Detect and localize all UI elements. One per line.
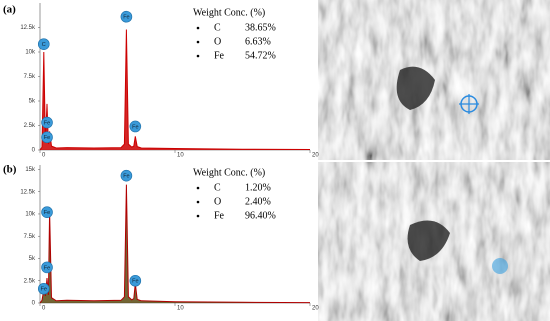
sem-image-b (318, 162, 550, 321)
y-tick-label: 10k (25, 50, 36, 56)
element-name: O (214, 36, 221, 47)
bullet (196, 40, 200, 44)
peak-marker (37, 38, 50, 50)
spectrum-area (40, 29, 310, 150)
weight-value: 54.72% (245, 50, 276, 61)
element-name: C (214, 182, 221, 193)
weight-value: 6.63% (245, 36, 271, 47)
y-tick-label: 2.5k (24, 123, 36, 129)
spectrum-line (39, 29, 311, 151)
bullet (196, 26, 200, 30)
peak-marker (41, 131, 53, 144)
peak-label: Fe (44, 135, 50, 141)
peak-marker (120, 10, 133, 23)
peak-label: Fe (132, 124, 138, 130)
x-tick-label: 10 (177, 153, 184, 159)
sem-image-a (318, 0, 550, 160)
y-tick-label: 5k (29, 99, 36, 105)
spectra: (a) 0 2.5k 5k 7.5k 10k 12.5k 0 10 20 C Fe Fe Fe Fe Weig… (3, 3, 319, 312)
peak-label: Fe (123, 174, 129, 180)
peak-label: Fe (44, 210, 50, 216)
weight-title: Weight Conc. (%) (193, 167, 265, 178)
element-name: C (214, 22, 221, 33)
y-tick-label: 12.5k (20, 189, 36, 195)
weight-title: Weight Conc. (%) (193, 7, 265, 18)
peak-marker (41, 261, 53, 274)
element-name: Fe (214, 50, 225, 61)
panel-label: (a) (3, 4, 16, 16)
x-tick-label: 0 (42, 153, 46, 159)
bullet (196, 54, 200, 58)
peak-marker (37, 282, 50, 295)
bullet (196, 186, 200, 190)
peak-marker (41, 116, 53, 129)
peak-label: Fe (44, 265, 50, 271)
element-name: O (214, 196, 221, 207)
peak-marker (120, 169, 133, 182)
weight-value: 38.65% (245, 22, 276, 33)
weight-value: 1.20% (245, 182, 271, 193)
x-tick-label: 0 (42, 306, 46, 312)
weight-value: 2.40% (245, 196, 271, 207)
x-tick-label: 10 (177, 306, 184, 312)
peak-marker (129, 274, 142, 287)
peak-label: C (42, 42, 46, 48)
peak-label: Fe (41, 287, 47, 293)
y-tick-label: 7.5k (24, 234, 36, 240)
y-tick-label: 7.5k (24, 74, 36, 80)
y-tick-label: 15k (25, 167, 36, 173)
x-tick-label: 20 (312, 153, 319, 159)
peak-label: Fe (132, 279, 138, 285)
y-tick-label: 10k (25, 212, 36, 218)
bullet (196, 200, 200, 204)
y-tick-label: 12.5k (20, 25, 36, 31)
x-tick-label: 20 (312, 306, 319, 312)
peak-marker (129, 120, 142, 133)
bullet (196, 214, 200, 218)
peak-label: Fe (123, 15, 129, 21)
y-tick-label: 2.5k (24, 278, 36, 284)
peak-marker (41, 206, 53, 218)
element-name: Fe (214, 210, 225, 221)
y-tick-label: 0 (32, 148, 36, 154)
y-tick-label: 5k (29, 256, 36, 262)
weight-value: 96.40% (245, 210, 276, 221)
peak-label: Fe (44, 121, 50, 127)
y-tick-label: 0 (32, 301, 36, 307)
panel-label: (b) (3, 164, 17, 176)
